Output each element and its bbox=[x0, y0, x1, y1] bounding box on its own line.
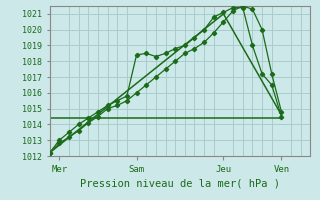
X-axis label: Pression niveau de la mer( hPa ): Pression niveau de la mer( hPa ) bbox=[80, 178, 280, 188]
